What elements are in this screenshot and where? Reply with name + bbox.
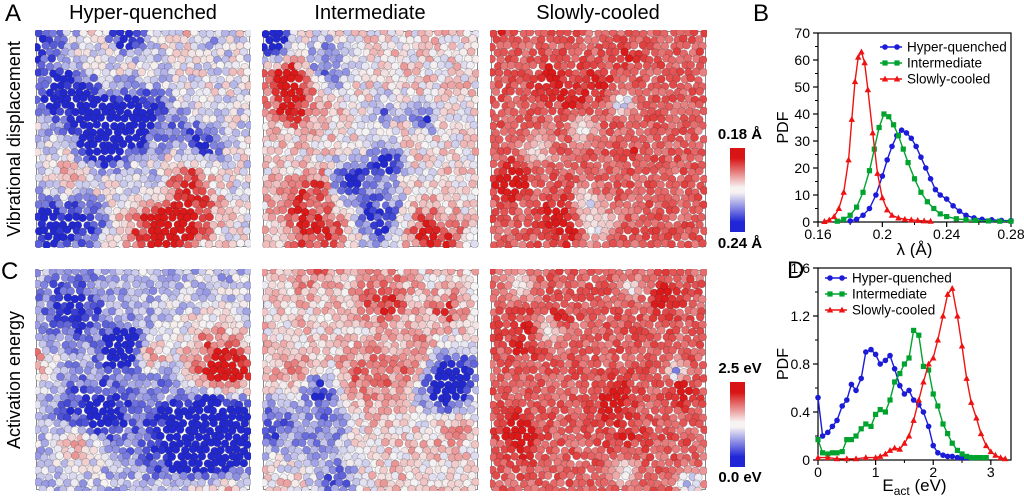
colorbar-a-top-label: 0.18 Å	[717, 126, 763, 143]
panel-letter-d: D	[787, 257, 805, 284]
svg-text:Slowly-cooled: Slowly-cooled	[852, 303, 935, 318]
svg-text:0.16: 0.16	[804, 226, 831, 242]
colorbar-c	[730, 382, 745, 467]
colorbar-a	[730, 148, 745, 232]
svg-text:λ (Å): λ (Å)	[897, 240, 933, 258]
svg-text:0.4: 0.4	[791, 404, 811, 420]
svg-text:3: 3	[987, 464, 995, 480]
svg-text:Hyper-quenched: Hyper-quenched	[907, 40, 1007, 55]
particle-render-a-intermediate	[262, 30, 479, 248]
row-label-vibrational-displacement: Vibrational displacement	[4, 41, 24, 237]
svg-text:Slowly-cooled: Slowly-cooled	[907, 72, 990, 87]
panel-letter-a: A	[5, 0, 22, 27]
svg-text:10: 10	[794, 187, 810, 203]
svg-text:Intermediate: Intermediate	[907, 56, 982, 71]
particle-render-c-hyper-quenched	[35, 269, 251, 491]
particle-render-a-slowly-cooled	[490, 30, 707, 248]
svg-text:40: 40	[794, 106, 810, 122]
svg-text:50: 50	[794, 79, 810, 95]
pdf-plot-lambda: 0.16 0.2 0.24 0.28 0 10 20 30 40 50 60 70 PDF λ (Å) Hy…	[775, 25, 1024, 258]
colorbar-c-bottom-label: 0.0 eV	[718, 469, 762, 486]
svg-text:Hyper-quenched: Hyper-quenched	[852, 271, 952, 286]
svg-text:70: 70	[794, 25, 810, 41]
svg-text:0: 0	[802, 452, 810, 468]
svg-text:1: 1	[872, 464, 880, 480]
panel-letter-b: B	[753, 0, 770, 27]
svg-text:0.28: 0.28	[997, 226, 1024, 242]
svg-text:Eact (eV): Eact (eV)	[882, 476, 946, 498]
svg-text:60: 60	[794, 52, 810, 68]
svg-text:0.2: 0.2	[873, 226, 893, 242]
column-title-slowly-cooled: Slowly-cooled	[536, 2, 660, 24]
svg-text:Intermediate: Intermediate	[852, 287, 927, 302]
svg-text:0: 0	[814, 464, 822, 480]
column-title-hyper-quenched: Hyper-quenched	[69, 2, 217, 24]
colorbar-a-bottom-label: 0.24 Å	[717, 235, 763, 252]
particle-render-c-slowly-cooled	[490, 269, 707, 491]
pdf-plot-eact: 0 1 2 3 0 0.4 0.8 1.2 1.6 PDF Eact (eV) Hyper-quenc…	[775, 260, 1012, 498]
svg-text:2: 2	[929, 464, 937, 480]
svg-text:0.24: 0.24	[933, 226, 960, 242]
particle-render-c-intermediate	[262, 269, 479, 491]
svg-text:0: 0	[802, 214, 810, 230]
svg-text:1.2: 1.2	[791, 308, 811, 324]
svg-text:PDF: PDF	[775, 348, 792, 380]
svg-text:0.8: 0.8	[791, 356, 811, 372]
colorbar-c-top-label: 2.5 eV	[718, 360, 762, 377]
svg-text:20: 20	[794, 160, 810, 176]
panel-letter-c: C	[1, 258, 19, 285]
svg-text:1.6: 1.6	[791, 260, 811, 276]
column-title-intermediate: Intermediate	[314, 2, 426, 24]
svg-text:30: 30	[794, 133, 810, 149]
svg-text:PDF: PDF	[775, 111, 792, 143]
particle-render-a-hyper-quenched	[35, 30, 251, 248]
row-label-activation-energy: Activation energy	[4, 310, 24, 450]
